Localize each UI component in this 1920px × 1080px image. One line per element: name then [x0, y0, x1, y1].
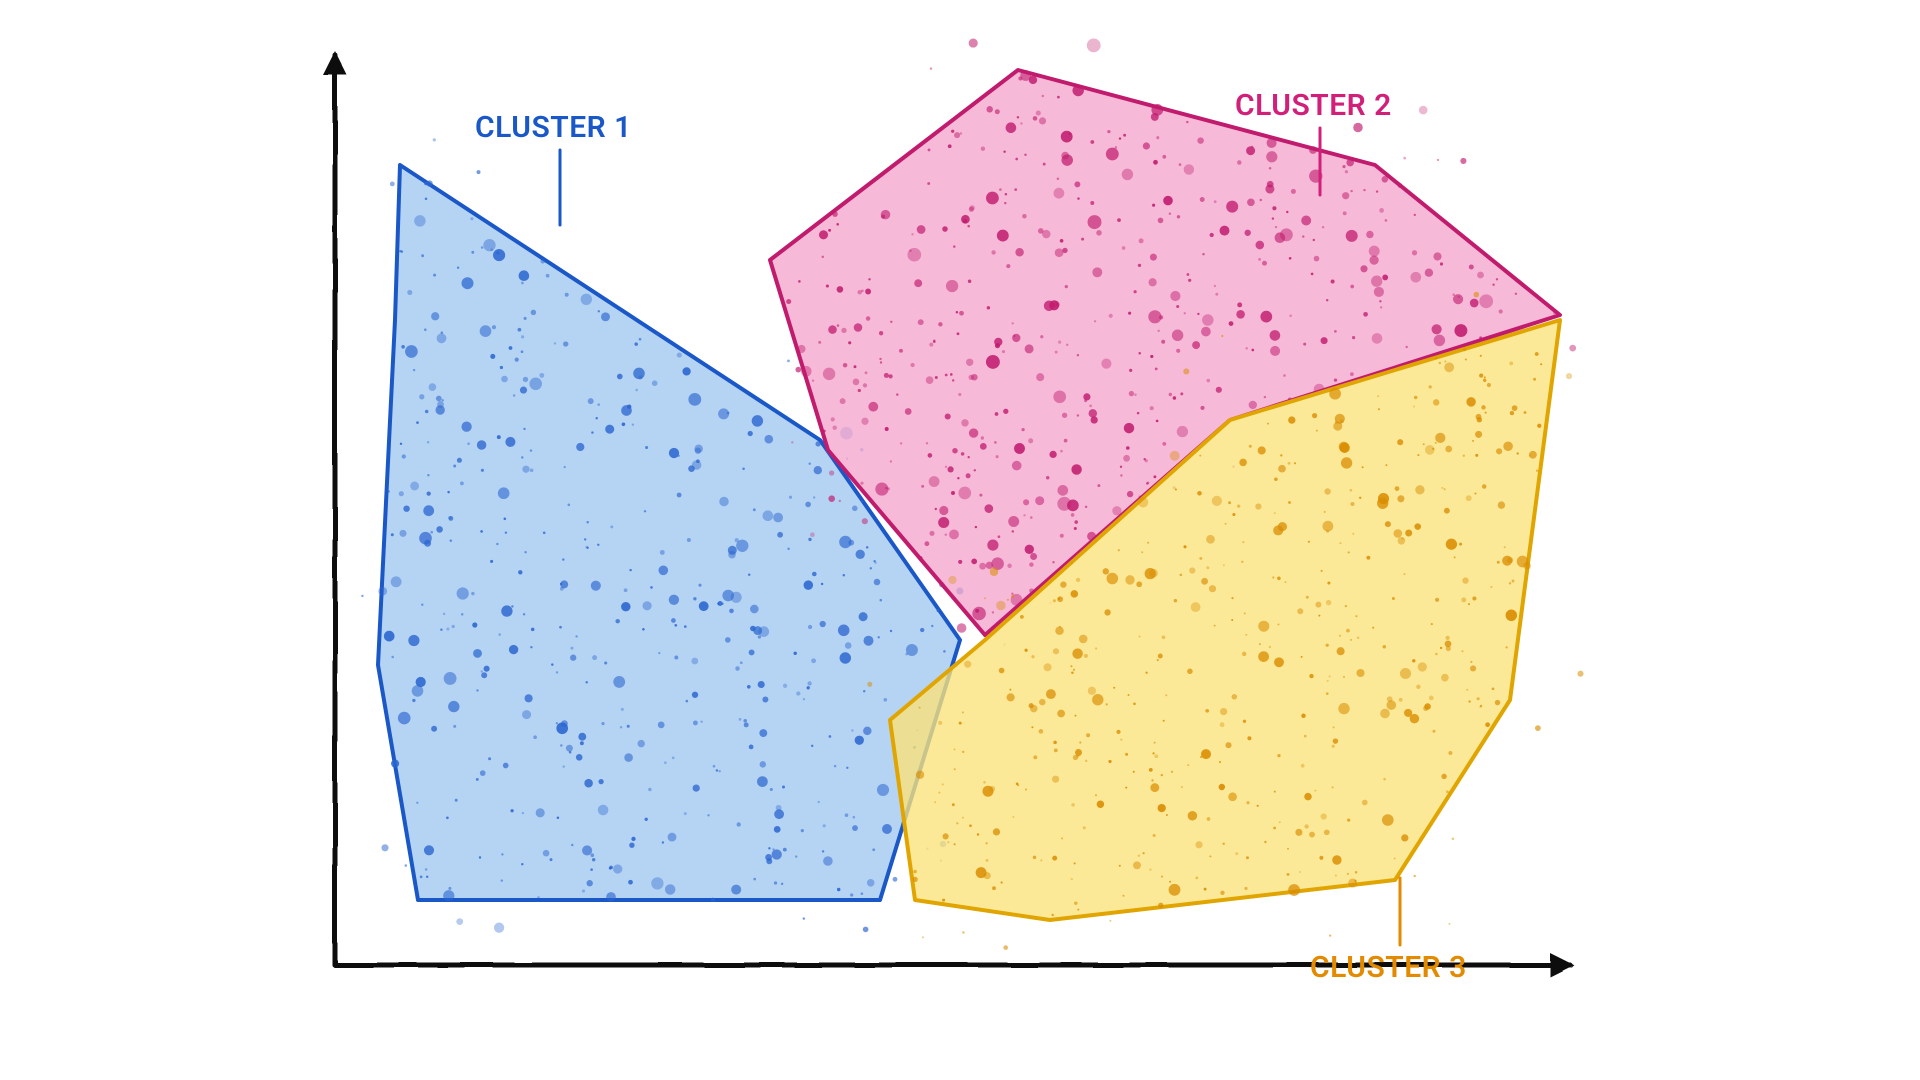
cluster-svg — [0, 0, 1920, 1080]
cluster-2-label: CLUSTER 2 — [1235, 88, 1392, 123]
cluster-diagram: CLUSTER 1 CLUSTER 2 CLUSTER 3 — [0, 0, 1920, 1080]
cluster-1-label: CLUSTER 1 — [475, 110, 632, 145]
cluster-3-label: CLUSTER 3 — [1310, 950, 1467, 985]
